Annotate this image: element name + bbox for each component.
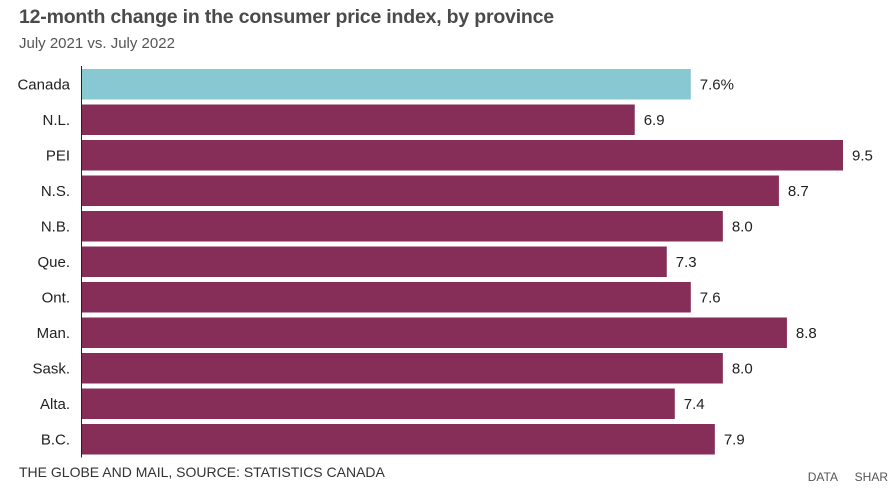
share-link[interactable]: SHAR (854, 470, 888, 484)
data-link[interactable]: DATA (807, 470, 838, 484)
chart-title: 12-month change in the consumer price in… (19, 6, 554, 28)
value-label: 8.8 (796, 325, 817, 342)
value-label: 9.5 (852, 147, 873, 164)
category-label: Canada (17, 76, 70, 93)
value-label: 8.0 (732, 360, 753, 377)
footer-links: DATA SHAR (794, 470, 888, 484)
category-label: N.L. (42, 112, 70, 129)
bar-bc (82, 424, 715, 455)
bar-ns (82, 175, 779, 206)
value-label: 7.4 (684, 396, 705, 413)
bar-nb (82, 211, 723, 242)
value-label: 6.9 (644, 112, 665, 129)
bar-ont (82, 282, 691, 313)
category-label: Alta. (40, 396, 70, 413)
value-label: 8.0 (732, 218, 753, 235)
bar-sask (82, 353, 723, 384)
category-label: Ont. (42, 289, 70, 306)
category-label: N.B. (41, 218, 70, 235)
category-label: B.C. (41, 431, 70, 448)
bar-pei (82, 140, 843, 171)
value-label: 7.6 (700, 289, 721, 306)
category-label: Que. (37, 254, 70, 271)
bar-nl (82, 104, 635, 135)
bar-que (82, 246, 667, 277)
bar-man (82, 317, 787, 348)
value-label: 7.6% (700, 76, 734, 93)
value-label: 7.9 (724, 431, 745, 448)
source-credit: THE GLOBE AND MAIL, SOURCE: STATISTICS C… (19, 464, 385, 480)
category-label: Sask. (32, 360, 70, 377)
chart-subtitle: July 2021 vs. July 2022 (19, 35, 175, 52)
bar-canada (82, 69, 691, 100)
value-label: 7.3 (676, 254, 697, 271)
category-label: Man. (37, 325, 70, 342)
category-label: N.S. (41, 183, 70, 200)
bar-alta (82, 388, 675, 419)
value-label: 8.7 (788, 183, 809, 200)
category-label: PEI (46, 147, 70, 164)
